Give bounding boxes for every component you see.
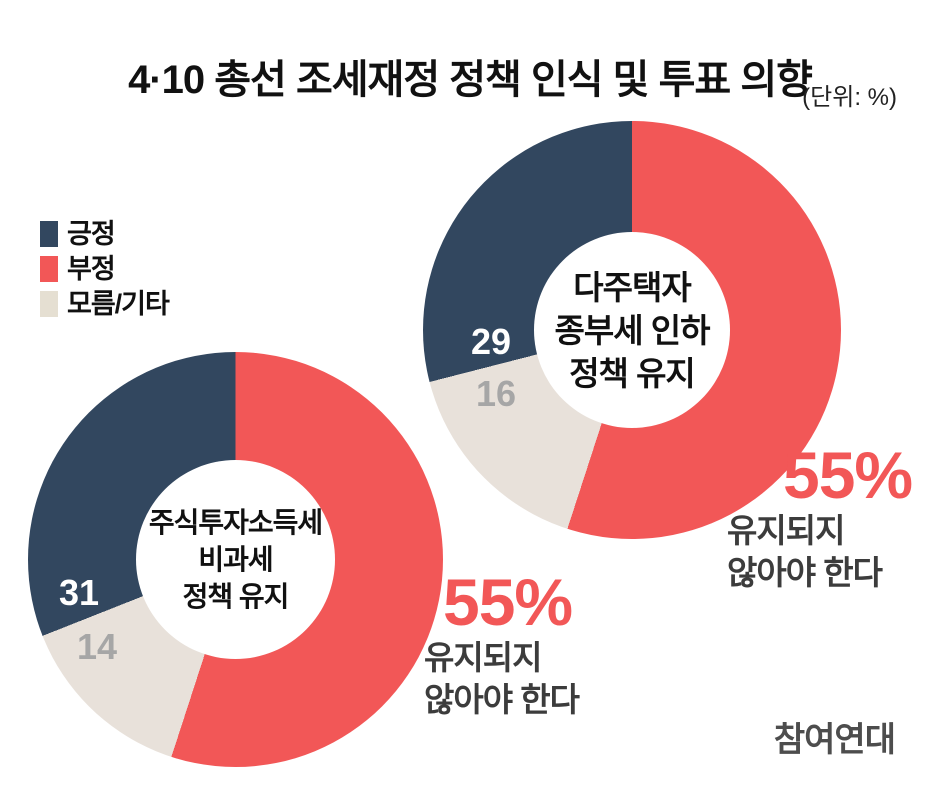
slice-value-positive: 29 — [470, 321, 512, 362]
callout-percent-jongbuse: 55% — [783, 438, 913, 512]
donut-chart-jongbuse: 다주택자 종부세 인하 정책 유지 29 16 — [423, 121, 841, 539]
callout-line: 유지되지 — [424, 639, 542, 676]
legend-swatch-negative — [40, 256, 58, 282]
callout-description-stock-tax: 유지되지 않아야 한다 — [424, 637, 580, 721]
legend-swatch-positive — [40, 221, 58, 247]
center-label-line: 정책 유지 — [569, 354, 696, 392]
legend-item-positive: 긍정 — [40, 219, 169, 249]
legend-label-unknown: 모름/기타 — [67, 289, 170, 319]
legend-swatch-unknown — [40, 291, 58, 317]
center-label-line: 다주택자 — [573, 268, 691, 306]
center-label-line: 정책 유지 — [182, 581, 290, 612]
callout-description-jongbuse: 유지되지 않아야 한다 — [727, 510, 883, 594]
callout-line: 유지되지 — [727, 512, 845, 549]
legend-label-positive: 긍정 — [67, 219, 116, 249]
callout-line: 않아야 한다 — [727, 554, 883, 591]
center-label-line: 종부세 인하 — [554, 311, 711, 349]
center-label-line: 주식투자소득세 — [148, 507, 323, 538]
donut-center-stock-tax: 주식투자소득세 비과세 정책 유지 — [136, 460, 335, 659]
legend: 긍정 부정 모름/기타 — [40, 219, 170, 326]
donut-chart-stock-tax: 주식투자소득세 비과세 정책 유지 31 14 — [28, 352, 443, 767]
page-title: 4·10 총선 조세재정 정책 인식 및 투표 의향 — [128, 57, 813, 102]
center-label-line: 비과세 — [198, 544, 273, 575]
legend-item-negative: 부정 — [40, 254, 169, 284]
slice-value-positive: 31 — [58, 572, 100, 613]
donut-center-jongbuse: 다주택자 종부세 인하 정책 유지 — [534, 232, 730, 428]
unit-note: (단위: %) — [802, 84, 897, 111]
slice-value-unknown: 16 — [475, 373, 517, 414]
callout-line: 않아야 한다 — [424, 681, 580, 718]
source-logo: 참여연대 — [773, 721, 896, 759]
slice-value-unknown: 14 — [76, 626, 118, 667]
callout-percent-stock-tax: 55% — [443, 565, 573, 639]
legend-label-negative: 부정 — [67, 254, 116, 284]
legend-item-unknown: 모름/기타 — [40, 289, 170, 319]
